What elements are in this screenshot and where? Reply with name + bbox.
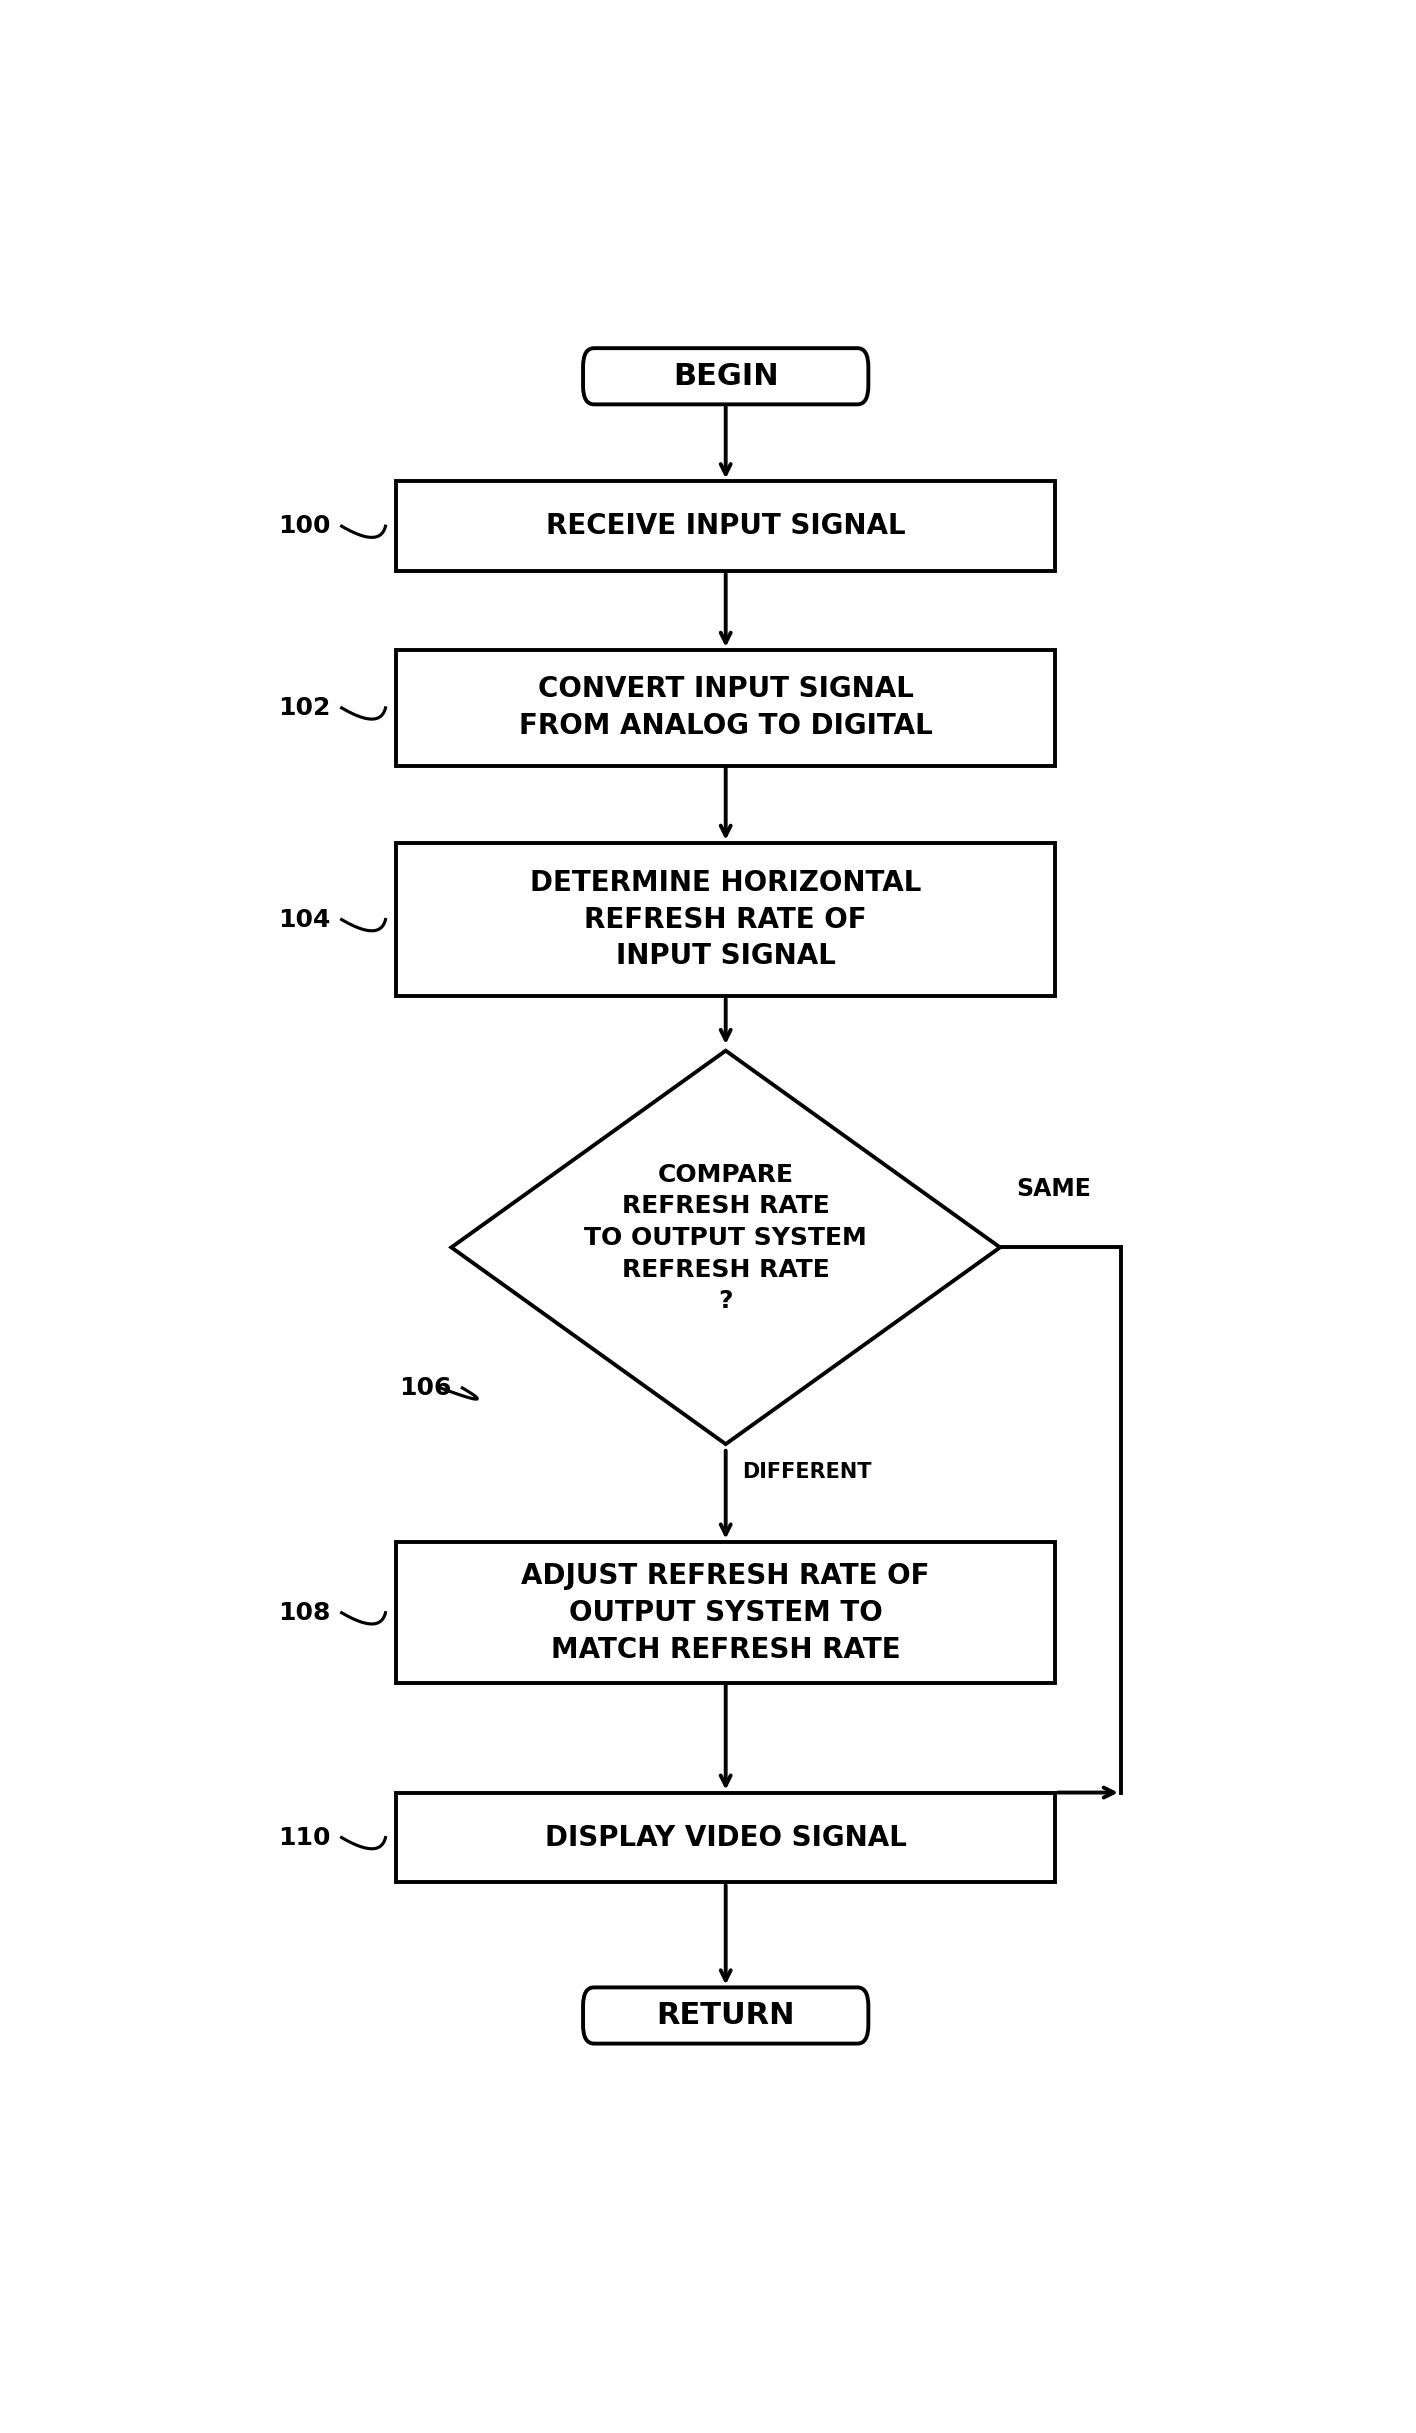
Text: SAME: SAME	[1017, 1178, 1092, 1199]
Text: 100: 100	[278, 513, 330, 538]
Text: RETURN: RETURN	[657, 2000, 794, 2029]
Bar	[396, 650, 1055, 766]
Text: 110: 110	[278, 1825, 330, 1849]
Text: BEGIN: BEGIN	[673, 363, 779, 392]
Text: CONVERT INPUT SIGNAL
FROM ANALOG TO DIGITAL: CONVERT INPUT SIGNAL FROM ANALOG TO DIGI…	[518, 676, 933, 740]
Text: RECEIVE INPUT SIGNAL: RECEIVE INPUT SIGNAL	[547, 511, 905, 540]
Text: 106: 106	[399, 1377, 452, 1399]
FancyBboxPatch shape	[583, 1988, 868, 2044]
Text: COMPARE
REFRESH RATE
TO OUTPUT SYSTEM
REFRESH RATE
?: COMPARE REFRESH RATE TO OUTPUT SYSTEM RE…	[585, 1163, 867, 1314]
FancyBboxPatch shape	[583, 348, 868, 404]
Text: DISPLAY VIDEO SIGNAL: DISPLAY VIDEO SIGNAL	[545, 1822, 906, 1852]
Text: 108: 108	[279, 1601, 330, 1625]
Text: ADJUST REFRESH RATE OF
OUTPUT SYSTEM TO
MATCH REFRESH RATE: ADJUST REFRESH RATE OF OUTPUT SYSTEM TO …	[521, 1562, 930, 1664]
Text: DETERMINE HORIZONTAL
REFRESH RATE OF
INPUT SIGNAL: DETERMINE HORIZONTAL REFRESH RATE OF INP…	[530, 869, 922, 971]
Bar	[396, 1543, 1055, 1684]
Text: DIFFERENT: DIFFERENT	[742, 1462, 872, 1482]
Polygon shape	[452, 1051, 1000, 1445]
Bar	[396, 482, 1055, 572]
Text: 104: 104	[279, 908, 330, 932]
Bar	[396, 842, 1055, 998]
Text: 102: 102	[279, 696, 330, 720]
Bar	[396, 1793, 1055, 1883]
